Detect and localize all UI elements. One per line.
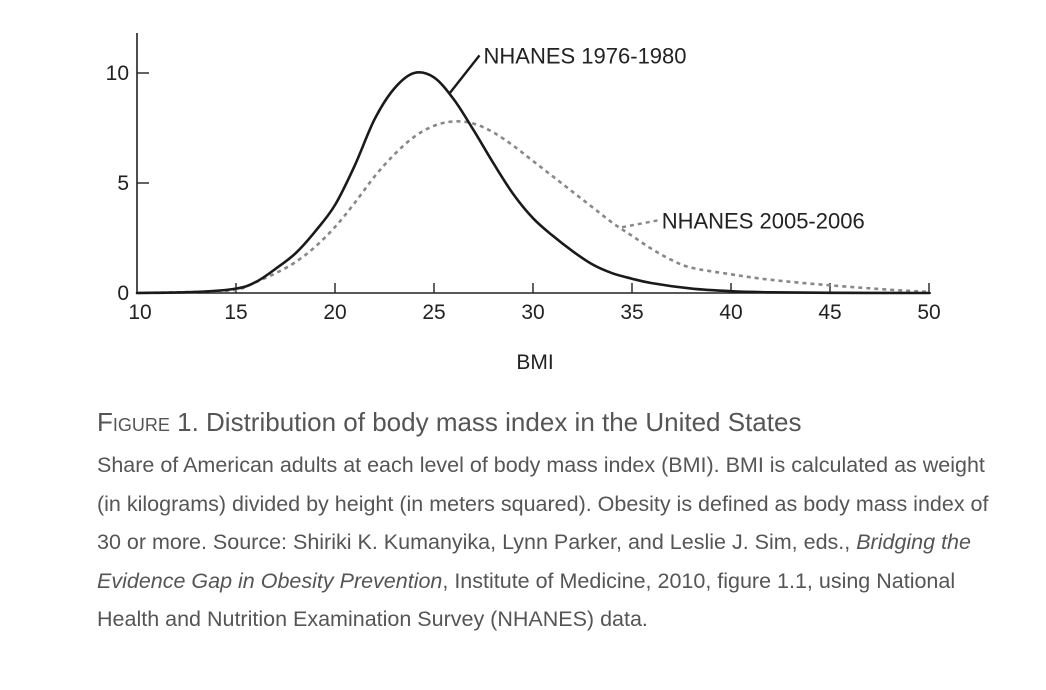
annotation-label-1: NHANES 2005-2006 — [662, 208, 865, 233]
figure-caption: Figure 1. Distribution of body mass inde… — [97, 404, 997, 639]
x-tick-label-20: 20 — [323, 301, 346, 324]
annotation-leader-0 — [448, 54, 481, 94]
figure-title: Figure 1. Distribution of body mass inde… — [97, 404, 997, 440]
book-title: Bridging the Evidence Gap in Obesity Pre… — [97, 530, 971, 593]
x-tick-label-40: 40 — [719, 301, 742, 324]
x-tick-label-30: 30 — [521, 301, 544, 324]
description-text-2: , Institute of Medicine, 2010, figure 1.… — [97, 568, 956, 632]
y-tick-label-10: 10 — [106, 62, 129, 85]
x-tick-label-15: 15 — [224, 301, 247, 324]
description-text-1: Share of American adults at each level o… — [97, 453, 989, 554]
annotation-label-0: NHANES 1976-1980 — [484, 43, 687, 68]
y-tick-label-5: 5 — [117, 172, 129, 195]
x-axis-label: BMI — [516, 351, 553, 374]
series-line-0 — [135, 71, 931, 295]
x-tick-label-25: 25 — [422, 301, 445, 324]
x-tick-label-45: 45 — [818, 301, 841, 324]
figure-title-text: Distribution of body mass index in the U… — [206, 407, 802, 437]
x-tick-label-10: 10 — [128, 301, 151, 324]
y-tick-label-0: 0 — [117, 282, 129, 305]
annotation-leader-1 — [621, 219, 658, 229]
figure-label: Figure — [97, 407, 170, 437]
x-tick-label-35: 35 — [620, 301, 643, 324]
figure-number: 1. — [169, 407, 207, 437]
series-line-1 — [136, 120, 930, 295]
x-tick-label-50: 50 — [917, 301, 940, 324]
figure-description: Share of American adults at each level o… — [97, 446, 997, 639]
bmi-distribution-chart: 10 15 20 25 30 35 40 45 50 0 5 10 BMI NHANES 1976-198… — [106, 33, 941, 374]
